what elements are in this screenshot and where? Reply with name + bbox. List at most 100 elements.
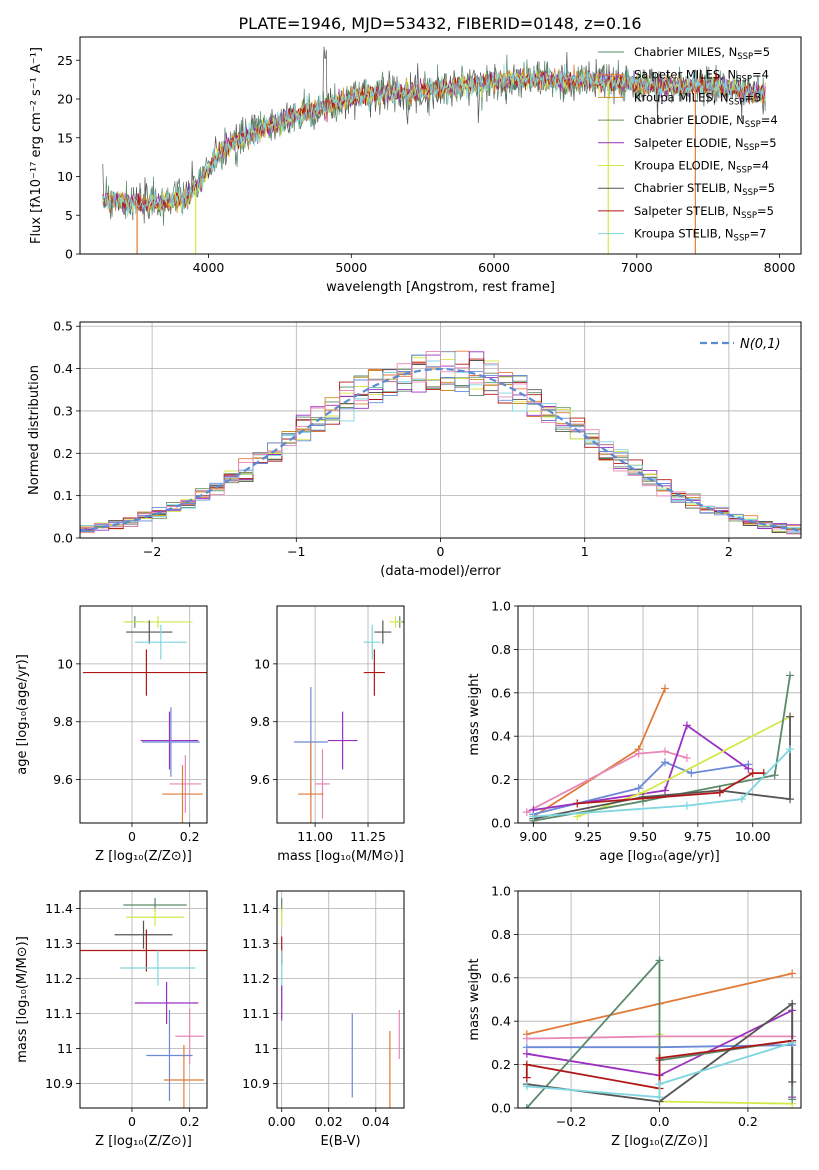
normal-curve [79,367,802,532]
y-axis-label: mass weight [467,673,482,755]
legend-entry: Chabrier MILES, NSSP=5 [634,45,770,62]
mass-weight-line [577,772,764,805]
errorbar-point [120,950,196,986]
errorbar-point [123,616,193,628]
x-axis-label: Z [log₁₀(Z/Z⊙)] [95,849,192,864]
y-tick-label: 10.9 [45,1076,73,1091]
residuals-panel: −2 −1 0 1 2 0.0 0.1 0.2 0.3 0.4 0.5 (data-model)/er… [27,319,802,579]
errorbar-point [82,649,207,696]
x-tick-label: 8000 [764,260,796,275]
errorbar-point [363,624,381,660]
x-tick-label: 0 [128,1114,136,1129]
y-tick-label: 0 [65,247,73,262]
y-axis-label: Normed distribution [27,365,42,495]
y-tick-label: 9.8 [53,714,73,729]
x-tick-label: 0 [128,829,136,844]
x-tick-label: 0.0 [650,1114,670,1129]
errorbar-point [162,765,203,823]
y-tick-label: 0.0 [53,531,73,546]
x-tick-label: −1 [287,544,305,559]
x-tick-label: 9.50 [629,829,657,844]
mass-weight-line [533,748,791,818]
y-tick-label: 5 [65,208,73,223]
errorbar-point [374,620,392,644]
mass-weight-line [533,675,791,822]
y-tick-label: 11.3 [45,936,73,951]
axes-frame [276,605,405,824]
x-tick-label: 0.00 [268,1114,296,1129]
x-axis-label: E(B-V) [320,1134,360,1149]
y-tick-label: 1.0 [491,599,511,614]
x-tick-label: 11.00 [297,829,333,844]
axes-frame [79,890,208,1109]
y-tick-label: 11.4 [242,901,270,916]
x-tick-label: 11.25 [350,829,386,844]
y-tick-label: 0.4 [53,361,73,376]
mass-weight-line [526,1042,793,1099]
y-tick-label: 10 [254,656,270,671]
y-tick-label: 0.2 [491,1057,511,1072]
y-tick-label: 0.3 [53,403,73,418]
mass-vs-Z-panel: 0 0.2 10.9 11 11.1 11.2 11.3 11.4 Z [log₁₀(Z/Z⊙)… [15,890,208,1149]
age-vs-mass-panel: 11.00 11.25 9.6 9.8 10 mass [log₁₀(M/M⊙)] [250,605,405,864]
y-tick-label: 10 [57,656,73,671]
x-tick-label: 0.2 [180,829,200,844]
errorbar-point [146,1010,193,1101]
y-tick-label: 0.4 [491,729,511,744]
axes-frame [79,605,208,824]
x-tick-label: 7000 [621,260,653,275]
x-tick-label: −2 [143,544,161,559]
y-tick-label: 0.8 [491,927,511,942]
legend-entry: Chabrier STELIB, NSSP=5 [634,181,775,198]
x-tick-label: 5000 [335,260,367,275]
y-tick-label: 20 [57,92,73,107]
mw-vs-Z-panel: −0.2 0.0 0.2 0.0 0.2 0.4 0.6 0.8 1.0 Z [log₁₀(Z/Z… [467,884,802,1149]
errorbar-point [389,616,402,628]
y-tick-label: 15 [57,130,73,145]
axes-frame [517,605,802,824]
x-axis-label: wavelength [Angstrom, rest frame] [326,280,555,295]
x-axis-label: age [log₁₀(age/yr)] [599,849,720,864]
y-tick-label: 10 [57,169,73,184]
x-tick-label: 0.2 [180,1114,200,1129]
y-tick-label: 0.1 [53,488,73,503]
y-axis-label: mass [log₁₀(M/M⊙)] [15,936,30,1063]
errorbar-point [163,1045,205,1108]
mass-vs-ebv-panel: 0.00 0.02 0.04 10.9 11 11.1 11.2 11.3 11.4 E(B-V) [242,890,405,1149]
age-vs-Z-panel: 0 0.2 9.6 9.8 10 Z [log₁₀(Z/Z⊙)] age [log₁₀(ag… [15,605,208,864]
y-tick-label: 0.6 [491,970,511,985]
axes-frame [79,321,802,539]
y-axis-label: mass weight [467,958,482,1040]
y-tick-label: 9.8 [250,714,270,729]
errorbar-point [363,649,385,696]
errorbar-point [134,624,187,660]
legend-entry: Chabrier ELODIE, NSSP=4 [634,113,778,130]
y-tick-label: 11.3 [242,936,270,951]
errorbar-point [126,908,184,926]
errorbar-point [315,749,330,819]
axes-frame [276,890,405,1109]
spectrum-panel: 4000 5000 6000 7000 8000 0 5 10 15 20 25 wavelength… [29,36,802,295]
mass-weight-line [526,750,688,813]
y-tick-label: 0.2 [491,772,511,787]
y-tick-label: 11.2 [242,971,270,986]
y-tick-label: 0.2 [53,446,73,461]
x-tick-label: −0.2 [556,1114,586,1129]
x-tick-label: 0.02 [315,1114,343,1129]
legend-entry: Salpeter MILES, NSSP=4 [634,68,769,85]
errorbar-point [134,982,199,1024]
x-tick-label: 1 [581,544,589,559]
x-tick-label: 0 [437,544,445,559]
spectrum-series-line [102,63,766,217]
x-tick-label: 0.2 [738,1114,758,1129]
y-tick-label: 0.8 [491,642,511,657]
y-tick-label: 11.1 [242,1006,270,1021]
legend-entry: N(0,1) [740,337,781,352]
x-axis-label: Z [log₁₀(Z/Z⊙)] [611,1134,708,1149]
y-tick-label: 1.0 [491,884,511,899]
x-tick-label: 4000 [193,260,225,275]
errorbar-point [327,711,358,770]
axes-frame [79,36,802,255]
axes-frame [517,890,802,1109]
errorbar-point [80,929,207,972]
